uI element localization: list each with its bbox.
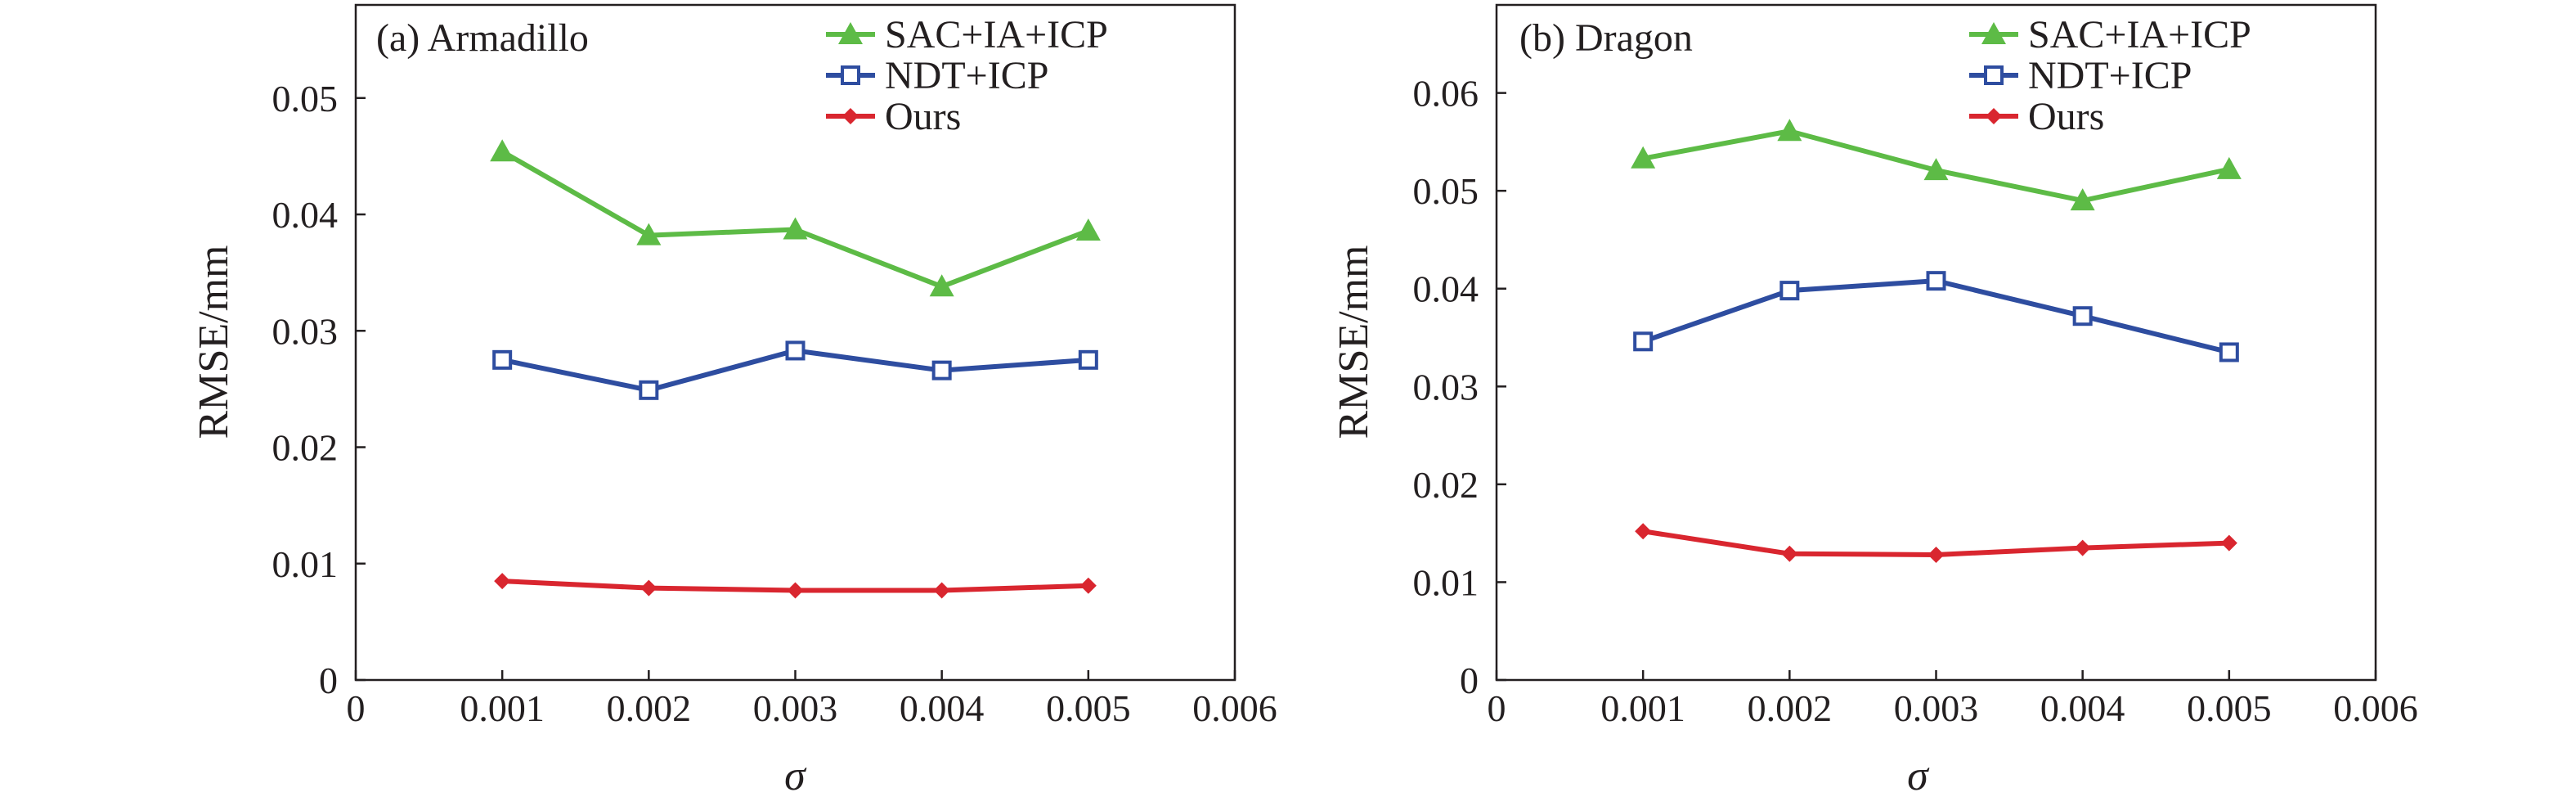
- legend-label-sac-ia-icp: SAC+IA+ICP: [885, 13, 1108, 56]
- data-point-ndt-icp: [639, 380, 659, 400]
- data-point-sac-ia-icp: [2216, 156, 2242, 179]
- x-tick-label: 0.005: [2187, 687, 2272, 729]
- data-point-sac-ia-icp: [490, 139, 515, 162]
- data-point-ours: [2220, 534, 2237, 552]
- data-point-sac-ia-icp: [636, 223, 662, 245]
- panel-title: (a) Armadillo: [376, 16, 589, 60]
- x-axis-label: σ: [784, 753, 807, 799]
- legend-marker-ours: [842, 108, 859, 124]
- y-tick-label: 0.02: [1413, 464, 1479, 506]
- x-tick-label: 0.001: [1600, 687, 1685, 729]
- data-point-ours: [640, 579, 657, 597]
- chart-panel-dragon: (b) Dragon σ RMSE/mm 0 0.001 0.002 0.003 0.0…: [1331, 3, 2418, 799]
- x-tick-label: 0: [1488, 687, 1506, 729]
- data-point-ndt-icp: [2072, 306, 2093, 326]
- x-tick-label: 0.003: [753, 687, 838, 729]
- data-point-ndt-icp: [1633, 331, 1654, 352]
- legend-marker-ndt-icp: [1984, 65, 2004, 85]
- y-tick-label: 0.06: [1413, 73, 1479, 115]
- data-point-ours: [2074, 539, 2091, 556]
- legend-label-ndt-icp: NDT+ICP: [885, 54, 1048, 97]
- data-point-ndt-icp: [1078, 349, 1098, 370]
- x-tick-label: 0: [347, 687, 366, 729]
- y-axis-label: RMSE/mm: [1331, 245, 1377, 439]
- y-tick-label: 0: [319, 660, 338, 701]
- y-tick-label: 0.04: [1413, 268, 1479, 310]
- legend-marker-ours: [1986, 108, 2002, 124]
- y-tick-label: 0.04: [272, 194, 339, 236]
- y-tick-label: 0.01: [1413, 561, 1479, 603]
- y-axis-ticks: 0 0.01 0.02 0.03 0.04 0.05: [272, 78, 366, 701]
- y-axis-ticks: 0 0.01 0.02 0.03 0.04 0.05 0.06: [1413, 73, 1506, 701]
- data-point-sac-ia-icp: [1923, 158, 1949, 181]
- data-point-ndt-icp: [492, 349, 513, 370]
- series-layer: [1631, 119, 2242, 563]
- data-point-sac-ia-icp: [1631, 146, 1656, 169]
- x-tick-label: 0.004: [2040, 687, 2125, 729]
- series-line-ndt-icp: [1642, 278, 2230, 355]
- legend-marker-sac-ia-icp: [838, 22, 863, 44]
- x-axis-ticks: 0 0.001 0.002 0.003 0.004 0.005 0.006: [1488, 670, 2418, 729]
- data-point-ours: [1928, 546, 1945, 563]
- y-tick-label: 0.03: [272, 310, 339, 352]
- data-point-ndt-icp: [785, 340, 806, 361]
- y-tick-label: 0.05: [272, 78, 339, 119]
- data-point-ndt-icp: [931, 360, 952, 380]
- data-point-ndt-icp: [2219, 342, 2239, 362]
- legend-label-ours: Ours: [2028, 95, 2104, 138]
- x-tick-label: 0.002: [1748, 687, 1833, 729]
- data-point-ours: [1635, 523, 1652, 540]
- series-layer: [490, 139, 1101, 599]
- x-tick-label: 0.002: [607, 687, 692, 729]
- x-tick-label: 0.005: [1046, 687, 1131, 729]
- data-point-ours: [787, 582, 804, 599]
- data-point-ours: [494, 573, 511, 590]
- legend-label-sac-ia-icp: SAC+IA+ICP: [2028, 13, 2251, 56]
- data-point-ours: [1781, 545, 1798, 562]
- legend-label-ours: Ours: [885, 95, 961, 138]
- data-point-sac-ia-icp: [2070, 188, 2095, 211]
- y-tick-label: 0.03: [1413, 366, 1479, 408]
- x-tick-label: 0.004: [900, 687, 985, 729]
- legend-marker-sac-ia-icp: [1981, 22, 2006, 44]
- x-tick-label: 0.001: [460, 687, 545, 729]
- legend-marker-ndt-icp: [841, 65, 860, 85]
- chart-panel-armadillo: (a) Armadillo σ RMSE/mm 0 0.001 0.002 0.003…: [191, 3, 1277, 799]
- x-tick-label: 0.006: [2333, 687, 2418, 729]
- data-point-sac-ia-icp: [783, 217, 808, 240]
- y-tick-label: 0: [1460, 660, 1479, 701]
- x-tick-label: 0.006: [1192, 687, 1277, 729]
- y-tick-label: 0.01: [272, 543, 339, 585]
- data-point-sac-ia-icp: [1777, 119, 1802, 142]
- legend-label-ndt-icp: NDT+ICP: [2028, 54, 2192, 97]
- data-point-ours: [933, 582, 950, 599]
- x-axis-ticks: 0 0.001 0.002 0.003 0.004 0.005 0.006: [347, 670, 1277, 729]
- data-point-ours: [1079, 577, 1097, 594]
- data-point-sac-ia-icp: [929, 274, 954, 297]
- y-tick-label: 0.05: [1413, 170, 1479, 212]
- panel-title: (b) Dragon: [1519, 16, 1693, 60]
- data-point-ndt-icp: [1779, 281, 1800, 301]
- data-point-sac-ia-icp: [1075, 218, 1101, 241]
- y-tick-label: 0.02: [272, 427, 339, 469]
- x-axis-label: σ: [1907, 753, 1930, 799]
- plot-frame: [1495, 3, 2377, 682]
- x-tick-label: 0.003: [1894, 687, 1979, 729]
- data-point-ndt-icp: [1926, 271, 1946, 291]
- y-axis-label: RMSE/mm: [191, 245, 237, 439]
